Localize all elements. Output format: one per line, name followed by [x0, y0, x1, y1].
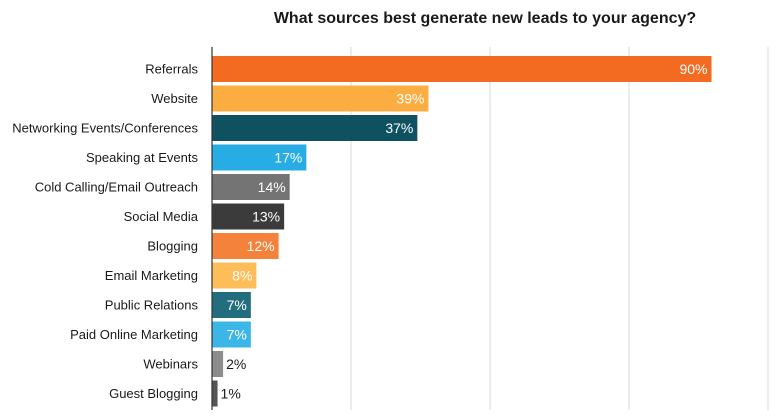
- bar: [212, 56, 712, 82]
- data-label: 90%: [679, 61, 707, 77]
- bar: [212, 203, 285, 230]
- data-label: 7%: [227, 297, 247, 313]
- bar: [212, 233, 279, 259]
- bar: [212, 321, 251, 348]
- category-label: Public Relations: [105, 298, 199, 313]
- category-label: Speaking at Events: [86, 150, 199, 165]
- bar: [212, 174, 290, 200]
- data-label: 37%: [385, 120, 413, 136]
- bar: [212, 351, 224, 377]
- data-label: 2%: [226, 356, 246, 372]
- bar: [212, 115, 418, 141]
- category-label: Blogging: [147, 239, 198, 254]
- category-label: Referrals: [145, 62, 198, 77]
- bar: [212, 380, 218, 407]
- data-label: 39%: [396, 91, 424, 107]
- bar: [212, 262, 257, 289]
- data-label: 7%: [227, 327, 247, 343]
- data-label: 13%: [252, 209, 280, 225]
- data-label: 1%: [221, 386, 241, 402]
- data-label: 8%: [232, 268, 252, 284]
- category-label: Networking Events/Conferences: [12, 121, 198, 136]
- category-label: Webinars: [143, 357, 198, 372]
- category-label: Paid Online Marketing: [70, 327, 198, 342]
- category-label: Cold Calling/Email Outreach: [35, 180, 198, 195]
- bar: [212, 85, 429, 112]
- category-label: Email Marketing: [105, 268, 198, 283]
- category-label: Social Media: [124, 209, 199, 224]
- category-label: Website: [151, 91, 198, 106]
- data-label: 14%: [258, 179, 286, 195]
- category-label: Guest Blogging: [109, 386, 198, 401]
- data-label: 12%: [247, 238, 275, 254]
- data-label: 17%: [274, 150, 302, 166]
- chart-title: What sources best generate new leads to …: [273, 10, 697, 27]
- bar: [212, 292, 251, 318]
- bar: [212, 144, 307, 171]
